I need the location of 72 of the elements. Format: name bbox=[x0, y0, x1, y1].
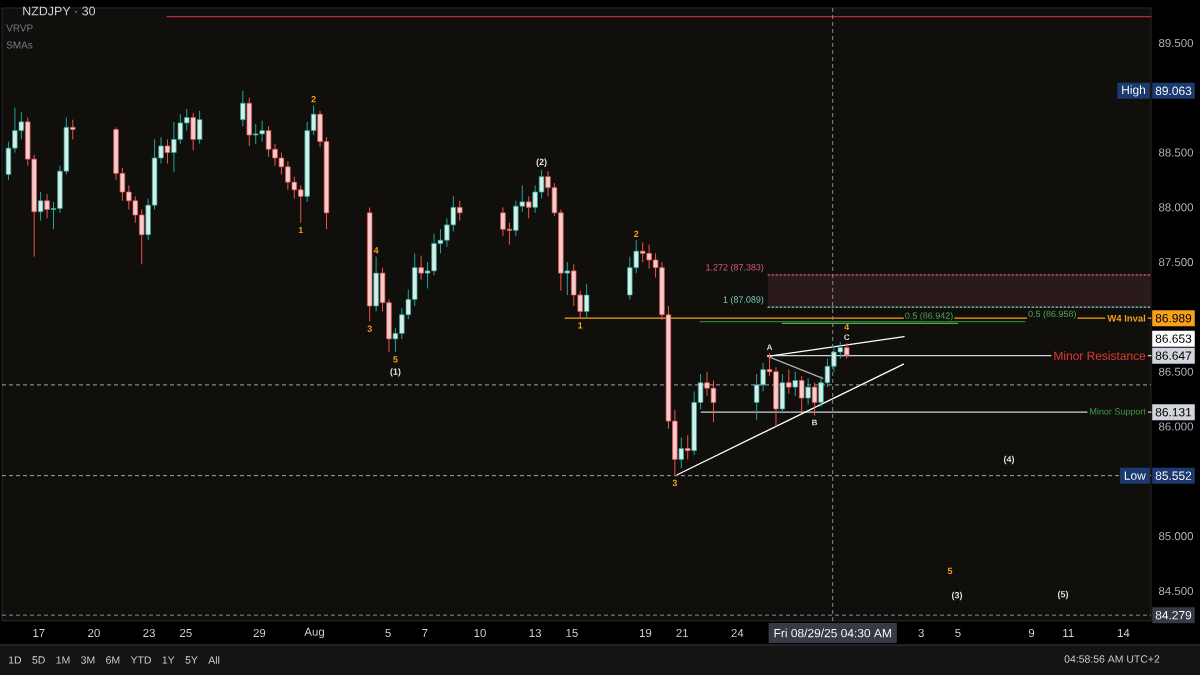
x-tick-label: 3 bbox=[918, 628, 924, 638]
x-tick-label: 10 bbox=[474, 628, 486, 638]
text: YTD bbox=[130, 656, 151, 664]
annotation: W4 Inval bbox=[1107, 314, 1146, 322]
x-tick-label: 14 bbox=[1117, 629, 1130, 637]
x-tick-label: 9 bbox=[1028, 628, 1035, 638]
annotation: 3 bbox=[367, 325, 372, 332]
annotation: High bbox=[1122, 85, 1146, 97]
y-tick-label: 88.500 bbox=[1158, 148, 1194, 157]
x-tick-label: 29 bbox=[253, 628, 266, 638]
x-tick-label: 5 bbox=[385, 628, 391, 637]
text: 1Y bbox=[162, 656, 175, 664]
annotation: 5 bbox=[947, 567, 953, 575]
annotation: 2 bbox=[311, 95, 316, 103]
text: 5D bbox=[32, 656, 45, 664]
x-tick-label: 5 bbox=[955, 628, 961, 637]
x-tick-label: 7 bbox=[422, 629, 428, 637]
x-tick-label: 15 bbox=[566, 628, 578, 637]
annotation: 1 bbox=[578, 322, 583, 329]
annotation: Low bbox=[1124, 471, 1146, 480]
data-label: 86.131 bbox=[1155, 407, 1192, 417]
y-tick-label: 86.000 bbox=[1158, 422, 1194, 431]
annotation: 3 bbox=[672, 479, 678, 487]
annotation: 1 (87.089) bbox=[723, 296, 764, 305]
annotation: 2 bbox=[634, 230, 639, 238]
text: All bbox=[208, 656, 220, 664]
y-tick-label: 85.000 bbox=[1158, 532, 1194, 541]
y-tick-label: 89.500 bbox=[1158, 38, 1194, 47]
annotation: 86.653 bbox=[1155, 334, 1192, 343]
annotation: (3) bbox=[951, 591, 963, 601]
y-tick-label: 84.500 bbox=[1158, 586, 1194, 596]
annotation: 5 bbox=[393, 356, 398, 363]
x-tick-label: 23 bbox=[143, 628, 155, 638]
annotation: VRVP bbox=[6, 24, 33, 32]
x-tick-label: Aug bbox=[304, 627, 324, 639]
annotation: Minor Support bbox=[1090, 408, 1146, 417]
annotation: 89.063 bbox=[1155, 86, 1192, 96]
x-tick-label: 24 bbox=[731, 628, 744, 637]
annotation: (5) bbox=[1057, 590, 1069, 600]
annotation: (1) bbox=[390, 368, 401, 377]
data-label: 86.989 bbox=[1155, 313, 1192, 323]
ref-line-label: 84.279 bbox=[1155, 610, 1192, 620]
y-tick-label: 87.500 bbox=[1158, 258, 1194, 267]
x-tick-label: 20 bbox=[88, 628, 100, 638]
ref-line-label: Fri 08/29/25 04:30 AM bbox=[774, 628, 891, 638]
y-tick-label: 86.500 bbox=[1158, 367, 1194, 376]
text: 3M bbox=[81, 656, 95, 664]
annotation: (4) bbox=[1003, 455, 1015, 465]
annotation: 0.5 (86.942) bbox=[905, 312, 953, 321]
text: 5Y bbox=[185, 656, 198, 664]
y-tick-label: 88.000 bbox=[1158, 203, 1194, 212]
annotation: SMAs bbox=[6, 41, 33, 49]
x-tick-label: 21 bbox=[676, 628, 689, 637]
annotation: (2) bbox=[536, 158, 547, 167]
text: 1D bbox=[9, 656, 22, 664]
x-tick-label: 19 bbox=[639, 628, 652, 638]
annotation: 4 bbox=[373, 247, 379, 254]
text: 6M bbox=[106, 656, 120, 664]
annotation: 1.272 (87.383) bbox=[706, 263, 764, 273]
annotation: 85.552 bbox=[1155, 471, 1192, 480]
data-label: 86.647 bbox=[1155, 351, 1192, 360]
x-tick-label: 25 bbox=[180, 628, 192, 638]
text: 04:58:56 AM UTC+2 bbox=[1064, 655, 1160, 663]
annotation: 0.5 (86.958) bbox=[1028, 310, 1076, 319]
annotation: 4 bbox=[844, 323, 850, 331]
chart-title: NZDJPY · 30 bbox=[23, 6, 96, 16]
x-tick-label: 11 bbox=[1063, 629, 1074, 637]
annotation: 1 bbox=[298, 226, 303, 234]
x-tick-label: 17 bbox=[33, 629, 45, 637]
x-tick-label: 13 bbox=[529, 628, 541, 638]
text: 1M bbox=[56, 656, 70, 664]
annotation: Minor Resistance bbox=[1054, 351, 1146, 361]
